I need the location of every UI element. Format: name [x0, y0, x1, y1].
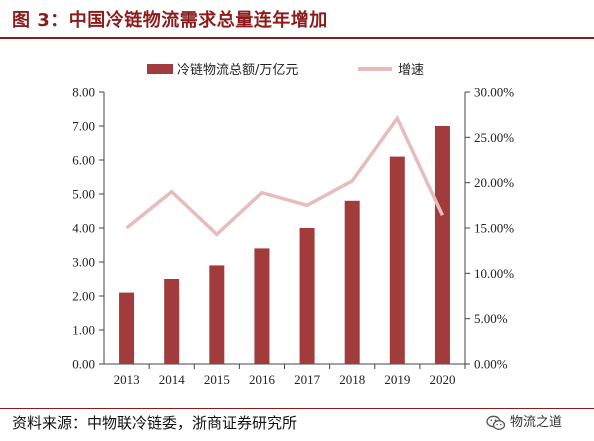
y-left-tick-label: 6.00 [72, 153, 95, 168]
x-tick-label: 2018 [339, 372, 365, 387]
y-right-tick-label: 20.00% [474, 175, 514, 190]
x-tick-label: 2020 [429, 372, 455, 387]
y-right-tick-label: 15.00% [474, 221, 514, 236]
bar [164, 279, 180, 364]
title-rule [0, 37, 594, 39]
x-tick-label: 2016 [249, 372, 276, 387]
bar [344, 200, 360, 364]
source-note: 资料来源：中物联冷链委，浙商证券研究所 [12, 414, 298, 432]
bar [389, 156, 405, 364]
bar [209, 265, 225, 364]
source-rule [0, 408, 594, 409]
y-left-tick-label: 8.00 [72, 85, 95, 100]
watermark: 物流之道 [486, 412, 562, 434]
y-left-tick-label: 0.00 [72, 357, 95, 372]
x-tick-label: 2013 [114, 372, 140, 387]
x-tick-label: 2017 [294, 372, 321, 387]
bar [299, 228, 315, 364]
y-right-tick-label: 30.00% [474, 85, 514, 100]
y-right-tick-label: 0.00% [474, 357, 508, 372]
y-left-tick-label: 3.00 [72, 255, 95, 270]
watermark-text: 物流之道 [510, 415, 563, 430]
bar [434, 126, 450, 364]
legend-label-bars: 冷链物流总额/万亿元 [177, 63, 298, 78]
y-left-tick-label: 5.00 [72, 187, 95, 202]
y-right-tick-label: 5.00% [474, 311, 508, 326]
legend-label-line: 增速 [398, 63, 424, 78]
y-left-tick-label: 1.00 [72, 323, 95, 338]
bar [254, 248, 270, 364]
y-right-tick-label: 25.00% [474, 130, 514, 145]
y-left-tick-label: 7.00 [72, 119, 95, 134]
legend-swatch-bars [147, 64, 173, 74]
y-left-tick-label: 4.00 [72, 221, 95, 236]
bar [119, 292, 135, 364]
chart: 冷链物流总额/万亿元 增速 0.00 1.00 2.00 3.00 4.00 5.00 6.00… [72, 63, 514, 387]
x-tick-label: 2019 [384, 372, 410, 387]
figure-title: 图 3：中国冷链物流需求总量连年增加 [12, 10, 328, 31]
y-right-tick-label: 10.00% [474, 266, 514, 281]
growth-line [125, 114, 445, 237]
wechat-icon [486, 415, 506, 430]
x-tick-label: 2015 [204, 372, 230, 387]
y-left-tick-label: 2.00 [72, 289, 95, 304]
x-tick-label: 2014 [159, 372, 186, 387]
